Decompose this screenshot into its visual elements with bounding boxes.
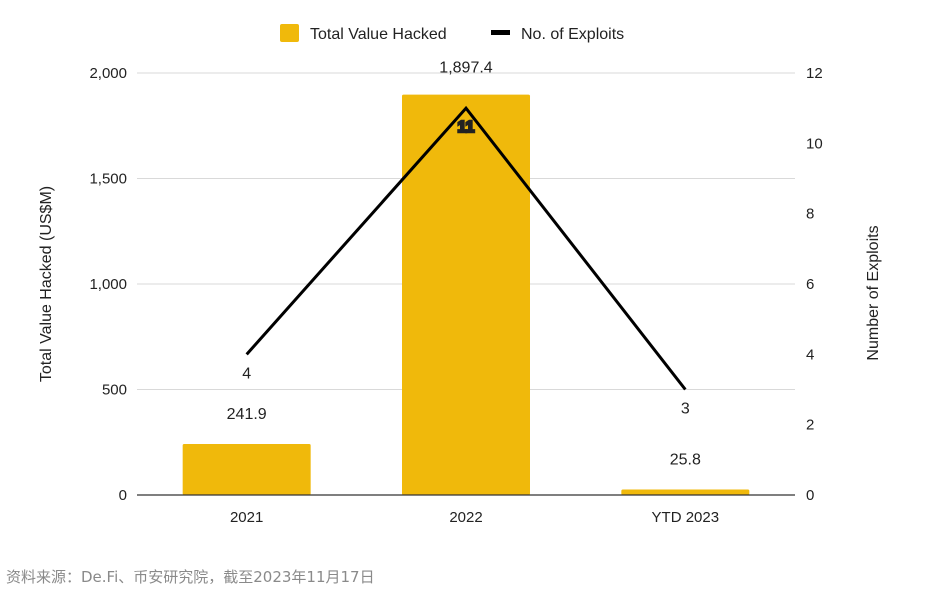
bar: [182, 443, 311, 495]
source-note: 资料来源：De.Fi、币安研究院，截至2023年11月17日: [6, 568, 375, 586]
line-value-label: 3: [681, 401, 690, 418]
line-value-label: 4: [242, 365, 251, 382]
y2-tick-label: 2: [806, 417, 814, 434]
y2-tick-label: 12: [806, 65, 823, 82]
chart: 0 500 1,000 1,500 2,000 0 2 4 6 8 10 12 2021 2022 YTD …: [38, 24, 882, 526]
line-value-label: 11: [458, 119, 475, 136]
y-tick-label: 0: [119, 487, 127, 504]
x-tick-label: 2022: [449, 509, 482, 526]
bar: [621, 489, 750, 495]
x-tick-label: 2021: [230, 509, 263, 526]
y2-axis-title: Number of Exploits: [865, 225, 882, 360]
y2-tick-label: 8: [806, 206, 814, 223]
legend-swatch-line: [491, 30, 510, 35]
y-tick-label: 2,000: [89, 65, 127, 82]
y2-tick-label: 6: [806, 276, 814, 293]
bar: [402, 94, 530, 496]
y2-tick-label: 10: [806, 135, 823, 152]
bar-value-label: 241.9: [227, 406, 267, 423]
y-tick-label: 1,000: [89, 276, 127, 293]
y2-tick-label: 4: [806, 346, 814, 363]
legend-label-line: No. of Exploits: [521, 26, 624, 43]
y2-tick-label: 0: [806, 487, 814, 504]
y-axis-title: Total Value Hacked (US$M): [38, 186, 55, 382]
y-tick-label: 1,500: [89, 171, 127, 188]
legend-label-bar: Total Value Hacked: [310, 26, 447, 43]
bar-value-label: 25.8: [670, 452, 701, 469]
bar-value-label: 1,897.4: [439, 60, 492, 77]
legend-swatch-bar: [280, 24, 299, 42]
y-tick-label: 500: [102, 382, 127, 399]
x-tick-label: YTD 2023: [652, 509, 720, 526]
exploits-line: [245, 105, 687, 391]
